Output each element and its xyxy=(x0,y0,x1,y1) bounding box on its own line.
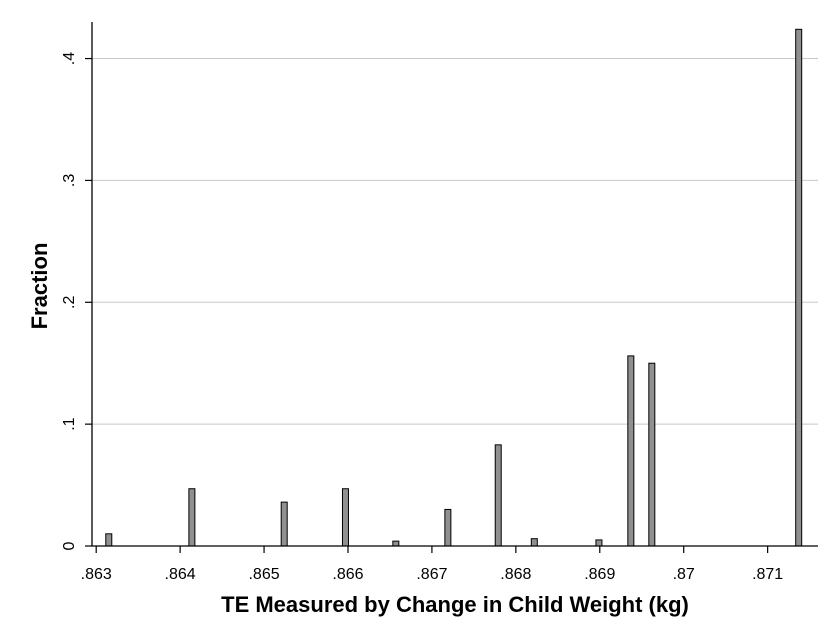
histogram-bar xyxy=(280,501,288,547)
x-tick-label: .869 xyxy=(584,566,615,583)
histogram-bar xyxy=(795,28,803,547)
histogram-bar xyxy=(188,488,196,547)
bars xyxy=(105,28,803,547)
axes xyxy=(91,22,818,547)
y-tick-label: .4 xyxy=(61,52,78,65)
histogram-bar xyxy=(341,488,349,547)
histogram-bar xyxy=(392,540,400,547)
x-tick-label: .871 xyxy=(752,566,783,583)
x-tick-label: .865 xyxy=(248,566,279,583)
histogram-bar xyxy=(595,539,603,547)
histogram-bar xyxy=(105,533,113,547)
x-tick-label: .863 xyxy=(81,566,112,583)
x-tick-label: .87 xyxy=(673,566,695,583)
y-tick-label: .3 xyxy=(61,174,78,187)
y-axis-title: Fraction xyxy=(27,243,52,330)
ticks: 0 .1 .2 .3 .4 .863 .864 .865 .866 .867 .868 .869 .87… xyxy=(61,52,783,583)
x-tick-label: .867 xyxy=(416,566,447,583)
x-tick-label: .864 xyxy=(165,566,196,583)
y-tick-label: .2 xyxy=(61,296,78,309)
y-tick-label: 0 xyxy=(61,541,78,550)
x-axis-title: TE Measured by Change in Child Weight (k… xyxy=(221,592,689,617)
x-tick-label: .868 xyxy=(500,566,531,583)
histogram-bar xyxy=(444,508,452,547)
histogram-bar xyxy=(530,538,538,547)
y-tick-label: .1 xyxy=(61,417,78,430)
histogram-bar xyxy=(648,362,656,547)
x-tick-label: .866 xyxy=(332,566,363,583)
histogram-bar xyxy=(627,355,635,547)
histogram-bar xyxy=(494,444,502,547)
gridlines xyxy=(92,58,818,425)
